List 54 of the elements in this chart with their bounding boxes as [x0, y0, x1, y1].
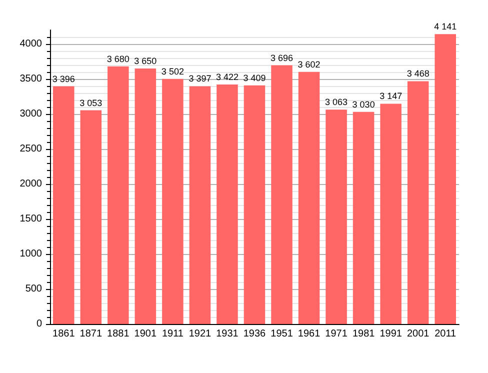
data-label: 3 147: [380, 91, 402, 102]
x-tick-label: 1911: [162, 328, 184, 340]
bar: [271, 65, 292, 324]
bar: [352, 112, 374, 324]
y-tick-label: 0: [36, 318, 42, 330]
y-tick-label: 1000: [20, 248, 42, 260]
data-label: 3 397: [188, 74, 212, 84]
data-label: 3 650: [134, 56, 157, 66]
bar: [434, 34, 456, 324]
x-tick-label: 1971: [325, 328, 348, 340]
bar: [80, 110, 102, 324]
data-label: 3 030: [352, 99, 375, 110]
bar: [189, 86, 211, 324]
data-label: 3 396: [52, 74, 75, 84]
y-tick-label: 3000: [20, 108, 42, 120]
x-tick-label: 1931: [216, 328, 239, 340]
data-label: 3 602: [298, 59, 320, 70]
bar: [244, 85, 266, 324]
x-tick-label: 1881: [107, 328, 130, 340]
x-tick-label: 1861: [52, 328, 76, 340]
y-tick-label: 1500: [20, 214, 42, 224]
y-tick-label: 500: [25, 284, 42, 294]
bar: [326, 110, 347, 324]
bar: [380, 104, 402, 324]
x-tick-label: 1951: [270, 328, 294, 340]
x-tick-label: 2011: [434, 328, 457, 340]
data-label: 3 696: [270, 52, 294, 63]
x-tick-label: 1981: [352, 328, 376, 340]
data-label: 3 053: [80, 98, 102, 108]
x-tick-label: 1871: [80, 328, 102, 340]
y-tick-label: 4000: [20, 38, 42, 50]
y-tick-label: 2500: [20, 144, 42, 154]
x-tick-label: 1936: [243, 328, 266, 340]
bar: [216, 84, 238, 324]
data-label: 3 468: [406, 68, 430, 79]
bar: [407, 81, 429, 324]
bar: [298, 72, 320, 324]
bar: [108, 66, 129, 324]
data-label: 3 680: [106, 54, 130, 64]
x-tick-label: 1921: [188, 328, 212, 340]
data-label: 3 409: [243, 72, 266, 83]
bar: [162, 78, 184, 324]
y-tick-label: 3500: [20, 74, 42, 84]
data-label: 3 422: [216, 72, 238, 82]
bar: [134, 68, 156, 324]
bar: [53, 86, 74, 324]
data-label: 3 063: [325, 97, 348, 108]
y-tick-label: 2000: [20, 178, 42, 190]
data-label: 4 141: [434, 22, 457, 32]
x-tick-label: 2001: [406, 328, 430, 340]
x-tick-label: 1991: [380, 328, 402, 340]
x-tick-label: 1901: [134, 328, 157, 340]
data-label: 3 502: [161, 66, 184, 76]
x-tick-label: 1961: [298, 328, 321, 340]
